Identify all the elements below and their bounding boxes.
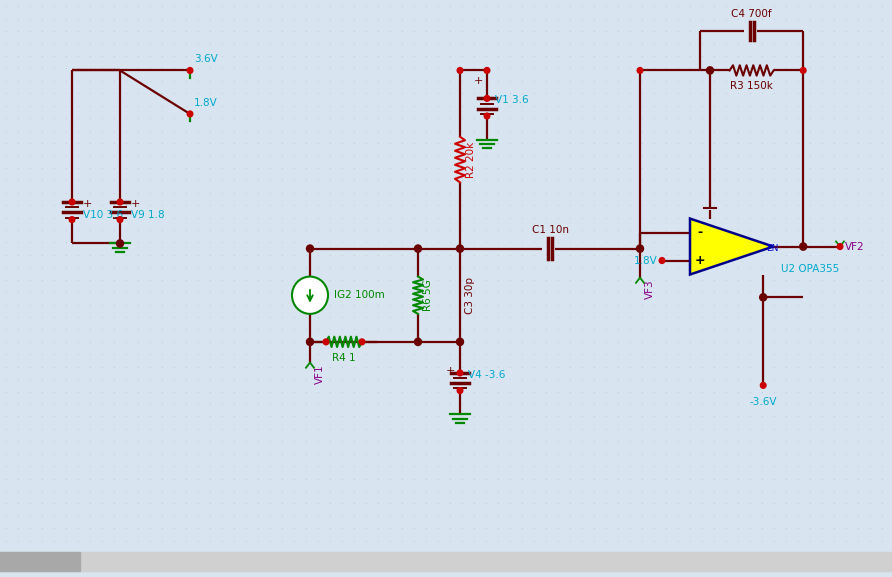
Circle shape bbox=[838, 243, 843, 249]
Circle shape bbox=[187, 68, 193, 73]
Text: R4 1: R4 1 bbox=[332, 353, 356, 364]
Bar bbox=[0, 552, 892, 571]
Text: 1.8V: 1.8V bbox=[634, 256, 658, 265]
Circle shape bbox=[359, 339, 365, 344]
Text: V10 3.6: V10 3.6 bbox=[83, 211, 123, 220]
Circle shape bbox=[637, 245, 643, 252]
Text: R2 20k: R2 20k bbox=[466, 141, 476, 178]
Circle shape bbox=[457, 245, 464, 252]
Circle shape bbox=[457, 338, 464, 346]
Circle shape bbox=[707, 68, 713, 73]
Text: V9 1.8: V9 1.8 bbox=[131, 211, 165, 220]
Circle shape bbox=[70, 199, 75, 205]
Text: R6 5G: R6 5G bbox=[423, 279, 433, 311]
Text: -: - bbox=[698, 226, 703, 239]
Circle shape bbox=[706, 67, 714, 74]
Text: C4 700f: C4 700f bbox=[731, 9, 772, 18]
Circle shape bbox=[415, 338, 422, 346]
Text: C1 10n: C1 10n bbox=[532, 225, 568, 235]
Circle shape bbox=[307, 338, 313, 346]
Circle shape bbox=[458, 370, 463, 376]
Circle shape bbox=[458, 388, 463, 394]
Text: +: + bbox=[131, 199, 140, 209]
Text: 1.8V: 1.8V bbox=[194, 98, 218, 108]
Circle shape bbox=[760, 383, 766, 388]
Circle shape bbox=[637, 68, 643, 73]
Circle shape bbox=[484, 96, 490, 102]
Text: +: + bbox=[83, 199, 93, 209]
Circle shape bbox=[117, 199, 123, 205]
Circle shape bbox=[415, 245, 422, 252]
Circle shape bbox=[484, 113, 490, 119]
Circle shape bbox=[760, 294, 767, 301]
Circle shape bbox=[800, 68, 806, 73]
Circle shape bbox=[458, 246, 463, 252]
Circle shape bbox=[800, 243, 806, 250]
Text: +: + bbox=[695, 254, 706, 267]
Circle shape bbox=[484, 68, 490, 73]
Text: 3.6V: 3.6V bbox=[194, 54, 218, 64]
Circle shape bbox=[458, 246, 463, 252]
Circle shape bbox=[458, 68, 463, 73]
Text: VF3: VF3 bbox=[645, 280, 655, 299]
Circle shape bbox=[415, 339, 421, 344]
Text: +: + bbox=[474, 76, 483, 86]
Text: +: + bbox=[446, 366, 455, 376]
Circle shape bbox=[117, 240, 123, 247]
Circle shape bbox=[307, 245, 313, 252]
Text: C3 30p: C3 30p bbox=[465, 277, 475, 314]
Text: VF2: VF2 bbox=[845, 242, 864, 252]
Polygon shape bbox=[690, 219, 773, 275]
Circle shape bbox=[70, 217, 75, 223]
Text: EN: EN bbox=[766, 244, 779, 253]
Circle shape bbox=[637, 246, 643, 252]
Circle shape bbox=[187, 111, 193, 117]
Text: U2 OPA355: U2 OPA355 bbox=[781, 264, 839, 274]
Text: -3.6V: -3.6V bbox=[749, 397, 777, 407]
Text: V4 -3.6: V4 -3.6 bbox=[468, 370, 506, 380]
Bar bbox=[0, 552, 80, 571]
Text: IG2 100m: IG2 100m bbox=[334, 290, 384, 300]
Circle shape bbox=[659, 257, 665, 264]
Circle shape bbox=[117, 217, 123, 223]
Text: VF1: VF1 bbox=[315, 365, 325, 384]
Circle shape bbox=[415, 246, 421, 252]
Text: R3 150k: R3 150k bbox=[731, 81, 773, 91]
Circle shape bbox=[292, 276, 328, 314]
Circle shape bbox=[323, 339, 329, 344]
Text: V1 3.6: V1 3.6 bbox=[495, 95, 529, 106]
